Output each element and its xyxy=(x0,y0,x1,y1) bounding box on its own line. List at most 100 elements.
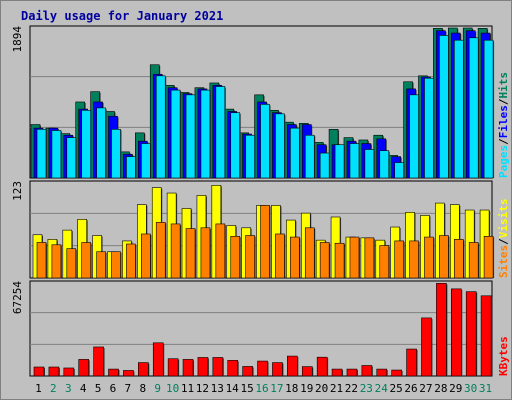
bar-sites xyxy=(468,242,479,279)
bar-kbytes xyxy=(78,359,90,377)
bar-kbytes xyxy=(167,358,179,377)
bar-sites xyxy=(66,248,77,279)
bar-kbytes xyxy=(93,346,104,377)
bar-pages xyxy=(275,113,285,179)
bar-kbytes xyxy=(257,360,268,377)
x-tick-label: 28 xyxy=(434,382,447,395)
x-tick-label: 22 xyxy=(345,382,358,395)
bar-kbytes xyxy=(346,368,358,377)
side-legend: Sites/Visits xyxy=(497,199,510,279)
side-legend: KBytes xyxy=(497,336,510,376)
x-tick-label: 4 xyxy=(80,382,87,395)
bar-pages xyxy=(319,152,330,179)
x-tick-label: 19 xyxy=(300,382,313,395)
bar-pages xyxy=(170,89,181,179)
bar-kbytes xyxy=(287,355,298,377)
bar-pages xyxy=(245,134,255,179)
x-tick-label: 13 xyxy=(211,382,224,395)
bar-kbytes xyxy=(123,370,134,377)
bar-pages xyxy=(260,104,270,179)
bar-pages xyxy=(424,77,434,179)
y-tick-label: 1894 xyxy=(11,26,24,53)
bar-kbytes xyxy=(406,348,417,377)
bar-sites xyxy=(275,233,285,279)
bar-pages xyxy=(334,144,345,179)
x-tick-label: 21 xyxy=(330,382,343,395)
bar-sites xyxy=(260,205,270,279)
legend-slash: / xyxy=(497,138,510,145)
bar-kbytes xyxy=(212,357,224,377)
bar-kbytes xyxy=(48,366,60,377)
panel-hits-files-pages: 1894 Pages/Files/Hits xyxy=(11,25,510,179)
bar-sites xyxy=(409,240,419,279)
bar-pages xyxy=(468,37,479,179)
bar-pages xyxy=(290,127,300,179)
bar-pages xyxy=(111,128,121,179)
bar-sites xyxy=(155,222,166,279)
bar-pages xyxy=(364,149,375,179)
x-tick-label: 24 xyxy=(375,382,389,395)
x-tick-label: 11 xyxy=(181,382,194,395)
panel-visits-sites: 123 Sites/Visits xyxy=(11,180,510,279)
side-legend: Pages/Files/Hits xyxy=(497,72,510,178)
bar-pages xyxy=(141,143,151,179)
bar-kbytes xyxy=(63,367,75,377)
bar-sites xyxy=(394,240,404,279)
bar-pages xyxy=(185,94,196,179)
bar-sites xyxy=(349,236,360,279)
x-tick-label: 18 xyxy=(285,382,298,395)
x-tick-label: 16 xyxy=(255,382,268,395)
bar-pages xyxy=(453,39,464,179)
x-tick-label: 17 xyxy=(270,382,283,395)
bar-sites xyxy=(111,251,121,279)
bar-pages xyxy=(349,143,360,179)
x-tick-label: 20 xyxy=(315,382,328,395)
bar-pages xyxy=(126,156,136,179)
bar-sites xyxy=(364,237,375,279)
bar-pages xyxy=(96,107,106,179)
legend-visits: Visits xyxy=(497,199,510,239)
x-tick-label: 30 xyxy=(464,382,477,395)
x-axis-labels: 1 2 3 4 5 6 7 8 9 10 11 12 13 14 15 16 17 18 19 20 21 22 23 24 2… xyxy=(35,382,492,395)
bar-sites xyxy=(483,235,494,279)
bar-sites xyxy=(96,251,106,279)
bar-sites xyxy=(51,244,62,279)
plots-group: 1894Pages/Files/Hits123Sites/Visits67254… xyxy=(11,25,510,395)
bar-kbytes xyxy=(361,365,373,377)
bar-kbytes xyxy=(227,360,239,377)
chart-title: Daily usage for January 2021 xyxy=(21,9,223,23)
bar-sites xyxy=(319,242,330,279)
bar-sites xyxy=(424,236,434,279)
x-tick-label: 10 xyxy=(166,382,179,395)
bar-kbytes xyxy=(421,317,432,377)
x-tick-label: 7 xyxy=(125,382,132,395)
bar-sites xyxy=(379,245,390,279)
bar-kbytes xyxy=(33,366,45,377)
legend-pages: Pages xyxy=(497,145,510,178)
bar-sites xyxy=(245,235,255,279)
x-tick-label: 29 xyxy=(449,382,462,395)
x-tick-label: 23 xyxy=(360,382,373,395)
bar-pages xyxy=(394,162,404,179)
legend-kbytes: KBytes xyxy=(497,336,510,376)
bar-kbytes xyxy=(272,362,283,377)
bar-sites xyxy=(453,239,464,279)
panel-kbytes: 67254 KBytes xyxy=(11,280,510,377)
x-tick-label: 15 xyxy=(240,382,253,395)
bar-sites xyxy=(170,223,181,279)
y-tick-label: 67254 xyxy=(11,281,24,314)
x-tick-label: 26 xyxy=(404,382,417,395)
bar-pages xyxy=(155,75,166,179)
bar-kbytes xyxy=(450,288,462,377)
x-tick-label: 27 xyxy=(419,382,432,395)
bar-sites xyxy=(439,235,449,279)
bar-kbytes xyxy=(331,368,343,377)
bar-pages xyxy=(483,39,494,179)
bar-pages xyxy=(230,112,241,179)
x-tick-label: 1 xyxy=(35,382,42,395)
bar-kbytes xyxy=(197,357,209,377)
x-tick-label: 25 xyxy=(390,382,403,395)
legend-files: Files xyxy=(497,105,510,138)
